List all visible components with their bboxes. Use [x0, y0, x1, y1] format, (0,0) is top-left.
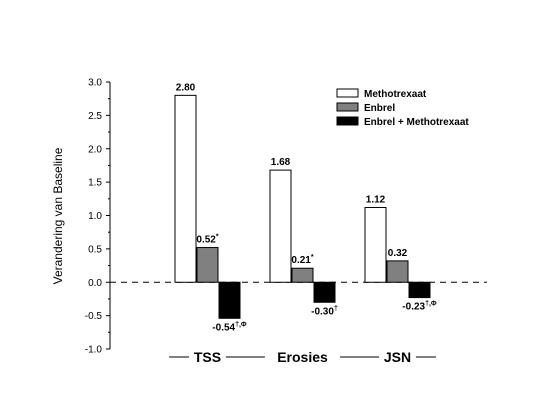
legend-swatch: [336, 88, 359, 98]
category-label-tss: TSS: [194, 349, 221, 365]
data-label: -0.30†: [311, 305, 338, 317]
bar-erosies-series-3: [313, 281, 336, 303]
legend-label: Enbrel: [364, 103, 395, 114]
data-label: 1.68: [271, 157, 291, 168]
y-tick-label: 1.5: [88, 178, 102, 189]
legend-label: Methotrexaat: [364, 89, 427, 100]
bar-jsn-series-3: [408, 281, 431, 299]
y-tick-label: 3.0: [88, 78, 102, 89]
x-categories: TSS Erosies JSN: [169, 349, 436, 365]
y-tick-label: 2.0: [88, 144, 102, 155]
category-label-jsn: JSN: [384, 349, 411, 365]
bar-tss-series-2: [196, 247, 219, 283]
bar-erosies-series-2: [291, 267, 314, 283]
bars: [174, 94, 431, 319]
legend-swatch: [336, 116, 359, 126]
y-tick-label: 0.5: [88, 244, 102, 255]
y-tick-label: -0.5: [85, 311, 103, 322]
data-label: 2.80: [176, 82, 196, 93]
data-label: 0.52*: [196, 234, 218, 246]
data-labels: 2.80 0.52* -0.54†,Φ 1.68 0.21* -0.30† 1.12 0.32…: [176, 82, 437, 333]
y-axis: -1.0 -0.5 0.0 0.5 1.0 1.5 2.0 2.5 3.0: [85, 78, 111, 356]
legend-swatch: [336, 102, 359, 112]
data-label: 1.12: [366, 194, 386, 205]
bar-erosies-series-1: [269, 169, 292, 283]
data-label: 0.32: [388, 248, 408, 259]
legend-label: Enbrel + Methotrexaat: [364, 117, 469, 128]
y-tick-label: 0.0: [88, 278, 102, 289]
y-tick-label: 1.0: [88, 211, 102, 222]
data-label: -0.54†,Φ: [212, 321, 247, 333]
bar-jsn-series-1: [364, 206, 387, 283]
bar-tss-series-1: [174, 94, 197, 283]
bar-jsn-series-2: [386, 260, 409, 283]
data-label: 0.21*: [291, 254, 313, 266]
bar-tss-series-3: [218, 281, 241, 319]
data-label: -0.23†,Φ: [402, 301, 437, 313]
legend: Methotrexaat Enbrel Enbrel + Methotrexaat: [336, 88, 469, 128]
y-axis-title: Verandering van Baseline: [51, 147, 65, 284]
y-tick-label: 2.5: [88, 111, 102, 122]
y-tick-label: -1.0: [85, 345, 103, 356]
category-label-erosies: Erosies: [277, 349, 328, 365]
